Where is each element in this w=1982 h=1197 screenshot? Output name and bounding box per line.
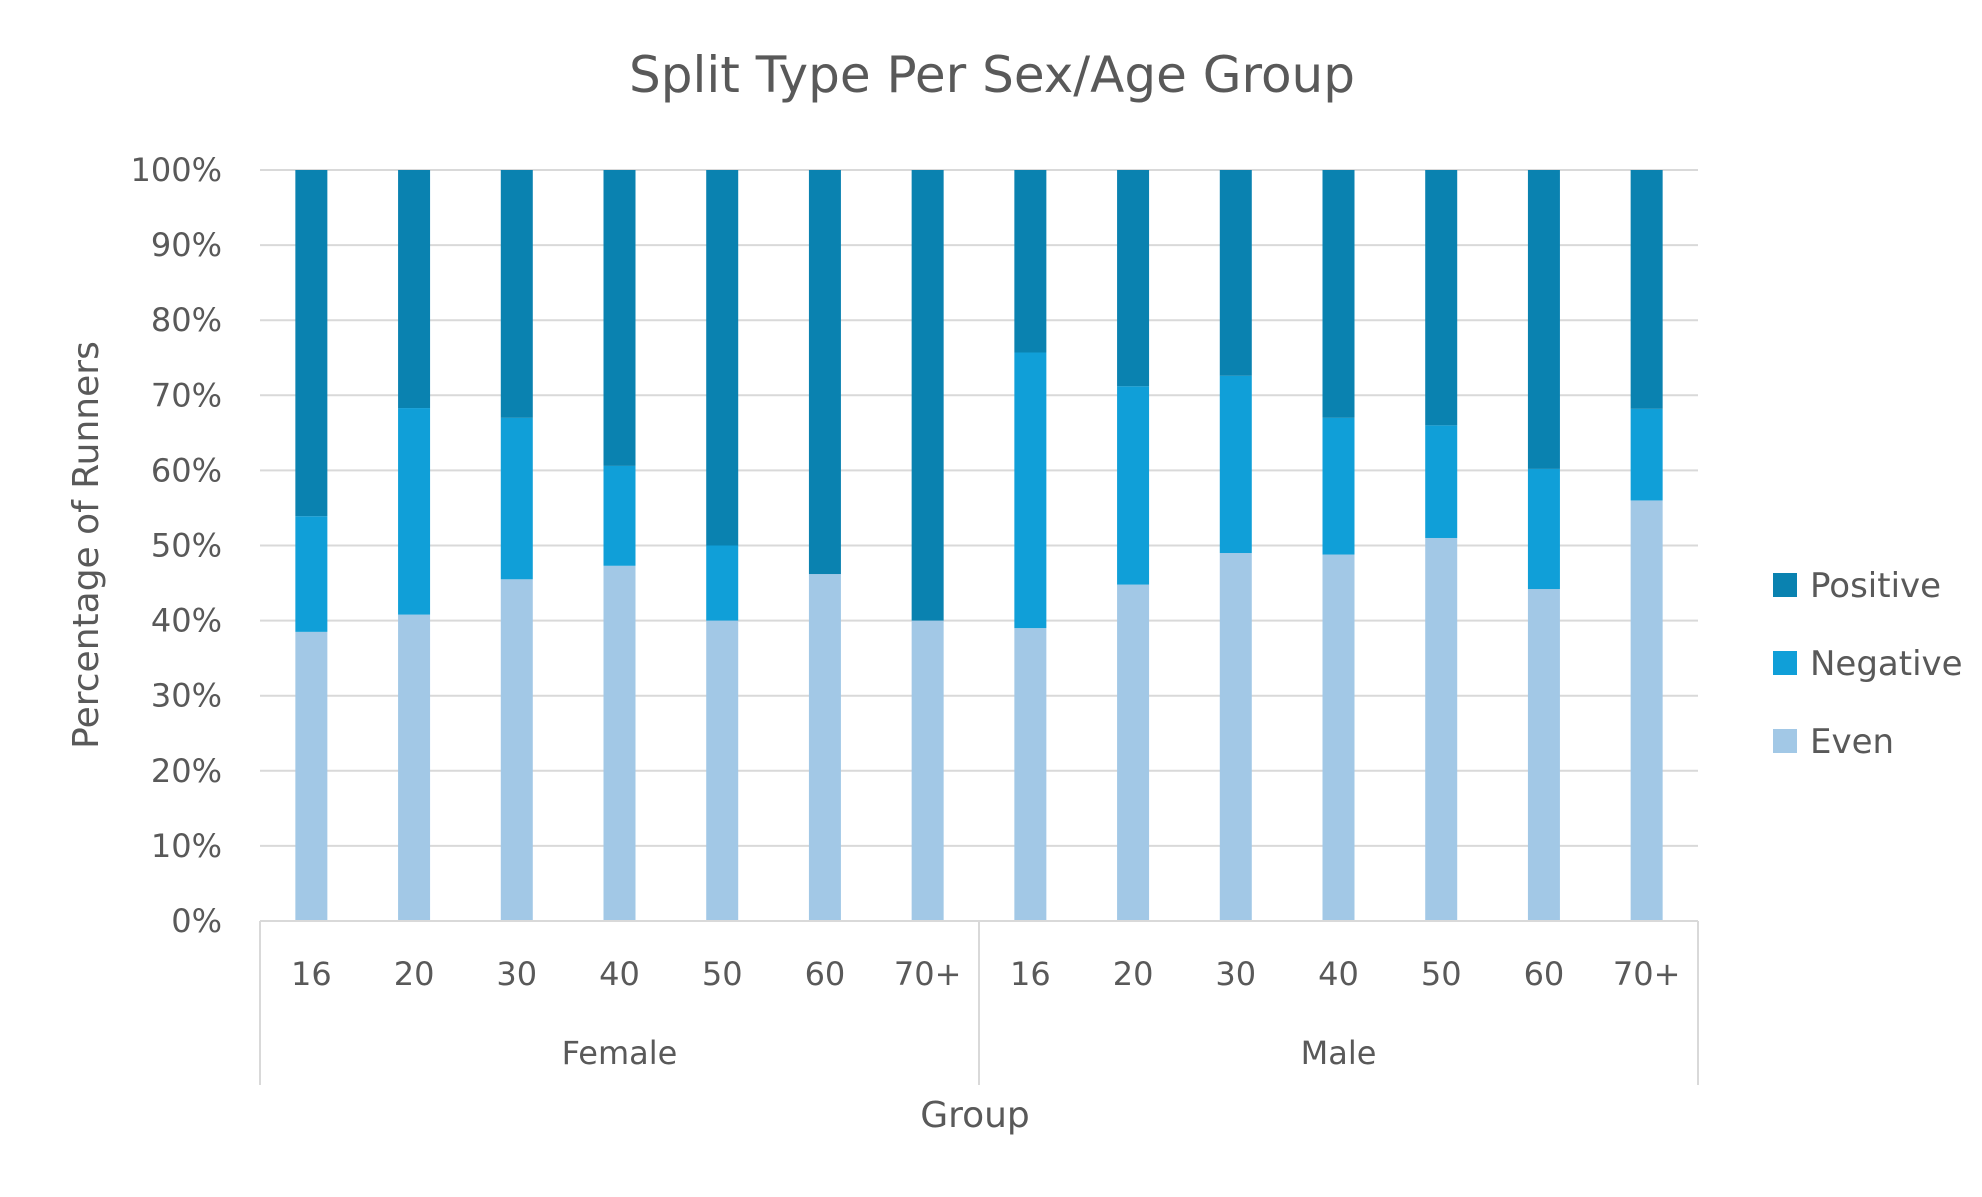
bar-positive — [398, 170, 431, 409]
bar-even — [1219, 553, 1252, 921]
bar-even — [706, 620, 739, 921]
bar-negative — [1527, 468, 1560, 590]
bar-even — [398, 614, 431, 921]
x-axis-ticks: 16 20 30 40 50 60 70+ 16 20 30 40 50 60 70+ — [291, 955, 1680, 993]
y-tick-label: 70% — [151, 376, 222, 414]
bar-even — [1425, 537, 1458, 921]
bar-positive — [1322, 170, 1355, 418]
chart-title: Split Type Per Sex/Age Group — [629, 46, 1355, 104]
y-tick-label: 90% — [151, 226, 222, 264]
bar-negative — [398, 408, 431, 615]
x-tick-label: 70+ — [894, 955, 962, 993]
bar-positive — [808, 170, 841, 575]
bar-negative — [1322, 417, 1355, 555]
bar-positive — [706, 170, 739, 546]
x-axis-title: Group — [920, 1095, 1030, 1136]
y-tick-label: 30% — [151, 677, 222, 715]
bar-even — [500, 579, 533, 921]
x-tick-label: 20 — [394, 955, 435, 993]
x-tick-label: 40 — [599, 955, 640, 993]
x-tick-label: 70+ — [1613, 955, 1681, 993]
y-tick-label: 0% — [171, 902, 222, 940]
bar-positive — [1117, 170, 1150, 387]
bar-even — [1322, 554, 1355, 921]
y-tick-label: 10% — [151, 827, 222, 865]
bar-positive — [1014, 170, 1047, 353]
y-axis-title: Percentage of Runners — [66, 341, 107, 749]
bar-even — [808, 574, 841, 921]
bar-even — [1630, 500, 1663, 921]
bars — [295, 170, 1663, 921]
legend-swatch-negative — [1773, 651, 1797, 675]
y-tick-label: 50% — [151, 527, 222, 565]
y-tick-label: 40% — [151, 602, 222, 640]
bar-positive — [1527, 170, 1560, 469]
y-axis-ticks: 0% 10% 20% 30% 40% 50% 60% 70% 80% 90% 100% — [131, 151, 222, 940]
bar-positive — [500, 170, 533, 418]
legend-label-even: Even — [1810, 722, 1894, 762]
y-tick-label: 60% — [151, 451, 222, 489]
bar-positive — [1219, 170, 1252, 376]
x-tick-label: 50 — [702, 955, 743, 993]
bar-negative — [1219, 375, 1252, 554]
x-tick-label: 60 — [805, 955, 846, 993]
x-tick-label: 30 — [496, 955, 537, 993]
x-tick-label: 60 — [1524, 955, 1565, 993]
bar-positive — [603, 170, 636, 466]
y-tick-label: 20% — [151, 752, 222, 790]
bar-positive — [911, 170, 944, 621]
gridlines — [260, 169, 1698, 922]
bar-even — [295, 631, 328, 921]
x-tick-label: 40 — [1318, 955, 1359, 993]
bar-positive — [1630, 170, 1663, 409]
group-label: Female — [562, 1034, 678, 1072]
legend-label-negative: Negative — [1810, 644, 1963, 684]
x-tick-label: 20 — [1113, 955, 1154, 993]
bar-negative — [295, 516, 328, 632]
legend-swatch-positive — [1773, 573, 1797, 597]
bar-negative — [1117, 386, 1150, 585]
bar-even — [1014, 628, 1047, 921]
legend-label-positive: Positive — [1810, 566, 1941, 606]
bar-negative — [603, 465, 636, 566]
bar-even — [1117, 584, 1150, 921]
x-axis-groups: Female Male — [259, 920, 1699, 1085]
x-tick-label: 16 — [1010, 955, 1051, 993]
x-tick-label: 16 — [291, 955, 332, 993]
legend: Positive Negative Even — [1773, 566, 1963, 762]
bar-negative — [1630, 408, 1663, 501]
x-tick-label: 30 — [1215, 955, 1256, 993]
bar-negative — [1014, 352, 1047, 629]
bar-positive — [1425, 170, 1458, 426]
group-label: Male — [1301, 1034, 1377, 1072]
bar-negative — [500, 417, 533, 580]
bar-negative — [1425, 425, 1458, 538]
bar-even — [911, 620, 944, 921]
bar-positive — [295, 170, 328, 517]
x-tick-label: 50 — [1421, 955, 1462, 993]
bar-even — [603, 565, 636, 921]
legend-swatch-even — [1773, 729, 1797, 753]
y-tick-label: 80% — [151, 301, 222, 339]
bar-negative — [706, 545, 739, 621]
y-tick-label: 100% — [131, 151, 222, 189]
bar-even — [1527, 589, 1560, 921]
